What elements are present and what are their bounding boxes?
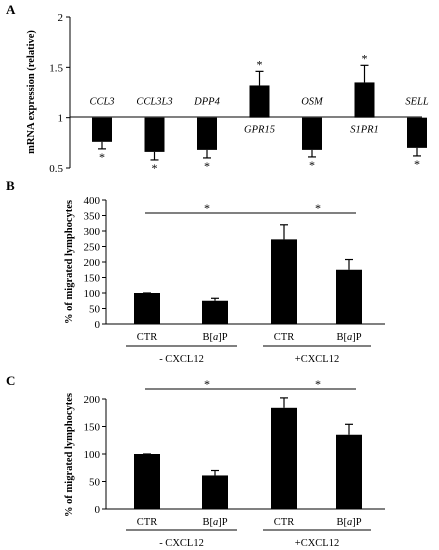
- panel-b-y-tick-label: 400: [84, 195, 101, 207]
- panel-a-bar: [249, 85, 270, 118]
- panel-b-bar: [134, 293, 160, 324]
- panel-a-category-label: GPR15: [244, 125, 275, 136]
- panel-a-y-tick-label: 1.5: [49, 62, 63, 74]
- panel-c-category-label: CTR: [137, 517, 157, 528]
- panel-b-y-tick-label: 350: [84, 211, 101, 223]
- panel-a-significance: *: [204, 159, 210, 173]
- panel-c-significance: *: [315, 377, 321, 391]
- panel-b-significance: *: [204, 201, 210, 215]
- panel-a-significance: *: [309, 158, 315, 172]
- panel-a-y-axis-label: mRNA expression (relative): [26, 30, 37, 154]
- panel-b-y-tick-label: 150: [84, 273, 101, 285]
- panel-a-bar: [354, 82, 375, 118]
- panel-a-bar: [144, 117, 165, 152]
- panel-b-chart: B % of migrated lymphocytes 0 50 100 150 200…: [6, 178, 385, 365]
- panel-c-y-axis-label: % of migrated lymphocytes: [64, 393, 75, 517]
- panel-a-category-label: OSM: [301, 97, 324, 108]
- panel-c-bar: [336, 434, 362, 509]
- panel-b-category-label: CTR: [274, 332, 294, 343]
- panel-c-bar: [134, 454, 160, 509]
- panel-c-group-label: - CXCL12: [159, 538, 204, 549]
- panel-a-chart: A mRNA expression (relative) 0.5 1 1.5 2 * C…: [6, 2, 429, 175]
- panel-b-y-tick-label: 200: [84, 257, 101, 269]
- panel-b-category-label: CTR: [137, 332, 157, 343]
- panel-b-group-label: +CXCL12: [295, 354, 339, 365]
- panel-b-y-axis-label: % of migrated lymphocytes: [64, 200, 75, 324]
- panel-a-y-tick-label: 1: [58, 113, 64, 125]
- panel-a-category-label: CCL3L3: [136, 97, 172, 108]
- panel-b-bar: [336, 269, 362, 324]
- panel-a-significance: *: [99, 150, 105, 164]
- panel-a-bar: [302, 117, 322, 150]
- panel-c-y-tick-label: 100: [84, 449, 101, 461]
- panel-b-y-tick-label: 300: [84, 226, 101, 238]
- panel-a-bar: [92, 117, 112, 142]
- panel-c-category-label: B[a]P: [336, 517, 361, 528]
- panel-a-category-label: S1PR1: [350, 125, 379, 136]
- panel-c-y-tick-label: 0: [95, 504, 101, 516]
- panel-a-significance: *: [152, 161, 158, 175]
- panel-a-bar: [197, 117, 217, 150]
- panel-b-category-label: B[a]P: [336, 332, 361, 343]
- panel-c-significance: *: [204, 377, 210, 391]
- panel-c-y-tick-label: 50: [89, 477, 101, 489]
- panel-a-y-tick-label: 0.5: [49, 163, 63, 175]
- panel-a-category-label: CCL3: [89, 97, 114, 108]
- panel-b-y-tick-label: 100: [84, 288, 101, 300]
- panel-a-label: A: [6, 2, 16, 17]
- panel-c-y-tick-label: 200: [84, 394, 101, 406]
- panel-b-bar: [202, 300, 228, 324]
- panel-a-significance: *: [414, 157, 420, 171]
- panel-c-bar: [271, 407, 297, 509]
- panel-b-group-label: - CXCL12: [159, 354, 204, 365]
- panel-a-significance: *: [257, 57, 263, 71]
- panel-a-bar: [407, 117, 427, 148]
- panel-c-chart: C % of migrated lymphocytes 0 50 100 150 200…: [6, 373, 385, 549]
- panel-b-significance: *: [315, 201, 321, 215]
- panel-a-y-tick-label: 2: [58, 12, 64, 24]
- panel-c-bar: [202, 475, 228, 509]
- panel-c-label: C: [6, 373, 15, 388]
- panel-a-category-label: SELL: [405, 97, 429, 108]
- panel-b-label: B: [6, 178, 15, 193]
- panel-a-significance: *: [362, 51, 368, 65]
- panel-c-category-label: B[a]P: [202, 517, 227, 528]
- panel-c-y-tick-label: 150: [84, 422, 101, 434]
- panel-b-y-tick-label: 250: [84, 242, 101, 254]
- panel-b-y-tick-label: 50: [89, 304, 101, 316]
- panel-b-category-label: B[a]P: [202, 332, 227, 343]
- panel-b-bar: [271, 239, 297, 324]
- panel-a-category-label: DPP4: [193, 97, 220, 108]
- panel-c-group-label: +CXCL12: [295, 538, 339, 549]
- panel-b-y-tick-label: 0: [95, 319, 101, 331]
- panel-c-category-label: CTR: [274, 517, 294, 528]
